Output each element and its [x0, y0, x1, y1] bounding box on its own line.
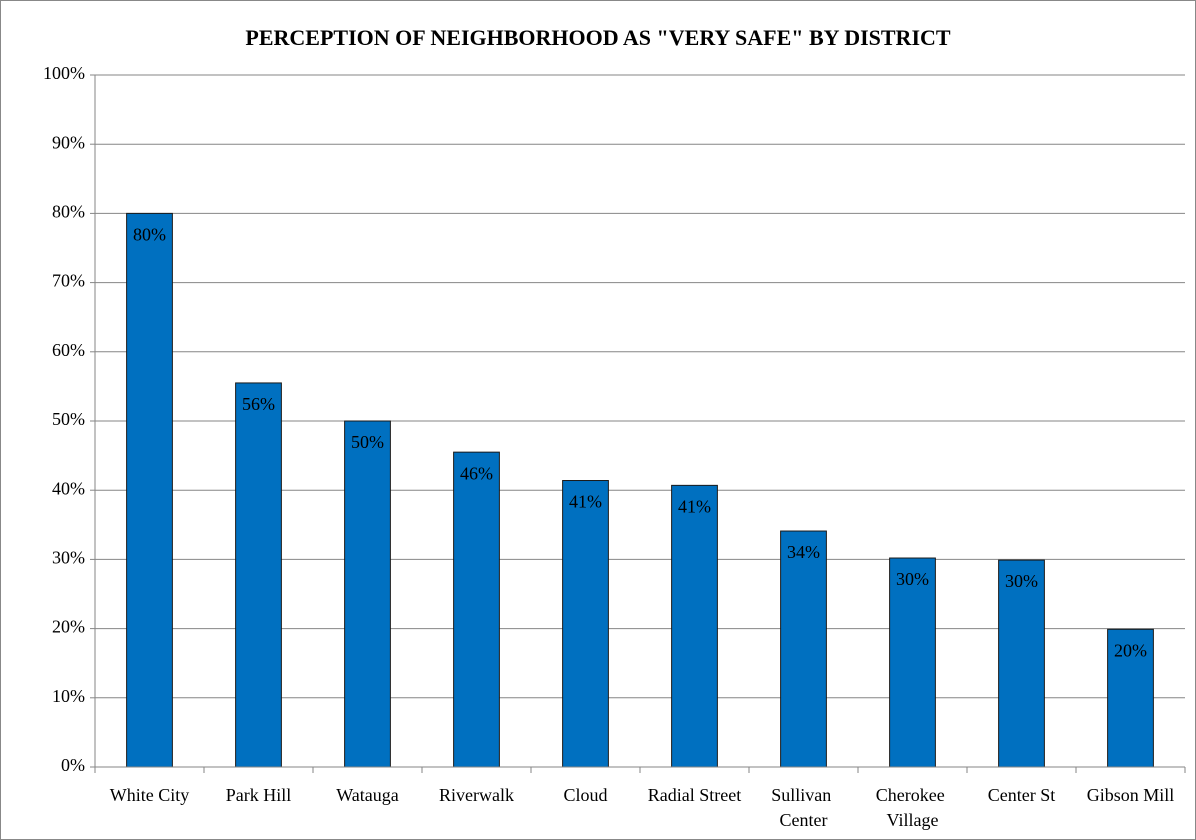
y-tick-label: 20% [52, 617, 85, 637]
value-label: 20% [1114, 640, 1147, 660]
bar [562, 480, 609, 768]
y-tick-label: 30% [52, 548, 85, 568]
bar [780, 530, 827, 768]
value-label: 30% [1005, 571, 1038, 591]
chart-title: PERCEPTION OF NEIGHBORHOOD AS "VERY SAFE… [245, 25, 950, 50]
x-tick-label: Sullivan Center [771, 785, 836, 830]
x-tick-label: Gibson Mill [1087, 785, 1175, 805]
value-label: 41% [678, 496, 711, 516]
x-tick-label: Radial Street [648, 785, 741, 805]
bar [671, 484, 718, 768]
bar [1107, 628, 1154, 768]
value-label: 46% [460, 463, 493, 483]
bar [235, 382, 282, 768]
x-tick-label: Riverwalk [439, 785, 514, 805]
value-label: 80% [133, 225, 166, 245]
bar [344, 420, 391, 768]
value-label: 56% [242, 394, 275, 414]
value-label: 30% [896, 569, 929, 589]
x-tick-label: White City [110, 785, 190, 805]
y-tick-label: 50% [52, 409, 85, 429]
y-tick-label: 90% [52, 132, 85, 152]
y-tick-label: 40% [52, 478, 85, 498]
x-tick-label: Cloud [563, 785, 607, 805]
value-label: 34% [787, 542, 820, 562]
x-tick-label: Cherokee Village [876, 785, 949, 830]
value-label: 41% [569, 492, 602, 512]
bar [998, 559, 1045, 768]
x-tick-label: Center St [988, 785, 1056, 805]
y-tick-label: 80% [52, 202, 85, 222]
y-tick-label: 60% [52, 340, 85, 360]
y-tick-label: 100% [43, 63, 85, 83]
y-tick-label: 70% [52, 271, 85, 291]
value-label: 50% [351, 432, 384, 452]
bar [453, 451, 500, 768]
bar [126, 212, 173, 768]
bar [889, 557, 936, 768]
x-tick-label: Watauga [336, 785, 399, 805]
y-tick-label: 0% [61, 755, 85, 775]
x-tick-label: Park Hill [226, 785, 292, 805]
y-tick-label: 10% [52, 686, 85, 706]
